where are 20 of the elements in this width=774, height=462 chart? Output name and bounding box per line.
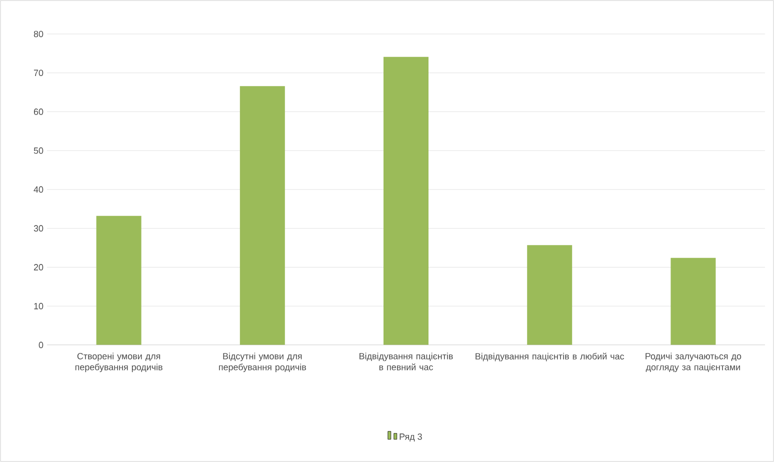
bar	[384, 56, 429, 345]
bar	[240, 86, 285, 345]
y-tick-label: 50	[34, 147, 44, 154]
y-tick-label: 40	[34, 186, 44, 193]
bar	[670, 258, 716, 345]
y-tick-label: 60	[34, 108, 44, 115]
y-tick-label: 0	[38, 342, 44, 348]
x-tick-label: Відсутні умови для перебування родичів	[219, 352, 306, 372]
y-tick-label: 80	[34, 30, 44, 38]
y-tick-label: 30	[34, 225, 44, 232]
x-tick-label: Створені умови для перебування родичів	[75, 352, 162, 372]
legend-label: Ряд 3	[400, 433, 422, 442]
bar	[527, 245, 572, 345]
bar	[96, 216, 142, 345]
y-tick-label: 10	[34, 302, 44, 310]
y-tick-label: 70	[34, 70, 44, 76]
x-tick-label: Відвідування пацієнтів в любий час	[476, 352, 624, 362]
y-tick-label: 20	[34, 264, 44, 270]
x-tick-label: Відвідування пацієнтів в певний час	[360, 352, 453, 370]
x-tick-label: Родичі залучаються до догляду за пацієнтами	[646, 352, 742, 372]
